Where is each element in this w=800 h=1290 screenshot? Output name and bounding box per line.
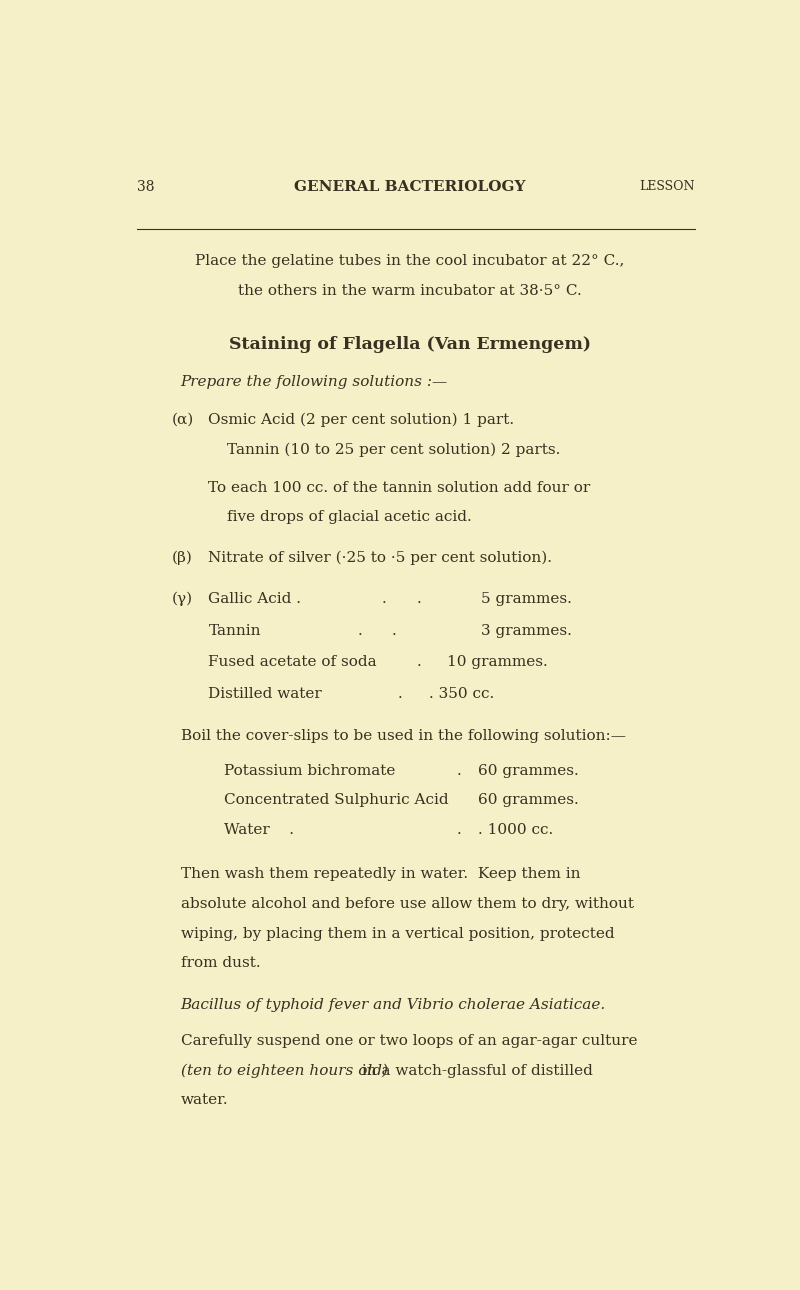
- Text: Water    .: Water .: [224, 823, 294, 837]
- Text: Nitrate of silver (·25 to ·5 per cent solution).: Nitrate of silver (·25 to ·5 per cent so…: [209, 550, 553, 565]
- Text: Carefully suspend one or two loops of an agar-agar culture: Carefully suspend one or two loops of an…: [181, 1033, 637, 1047]
- Text: .: .: [382, 592, 387, 606]
- Text: .: .: [416, 592, 421, 606]
- Text: Staining of Flagella (Van Ermengem): Staining of Flagella (Van Ermengem): [229, 335, 591, 352]
- Text: . 1000 cc.: . 1000 cc.: [478, 823, 554, 837]
- Text: GENERAL BACTERIOLOGY: GENERAL BACTERIOLOGY: [294, 179, 526, 193]
- Text: wiping, by placing them in a vertical position, protected: wiping, by placing them in a vertical po…: [181, 926, 614, 940]
- Text: the others in the warm incubator at 38·5° C.: the others in the warm incubator at 38·5…: [238, 284, 582, 298]
- Text: . 350 cc.: . 350 cc.: [429, 688, 494, 702]
- Text: 60 grammes.: 60 grammes.: [478, 764, 579, 778]
- Text: .: .: [457, 823, 462, 837]
- Text: .: .: [358, 623, 362, 637]
- Text: from dust.: from dust.: [181, 956, 260, 970]
- Text: .: .: [391, 623, 396, 637]
- Text: Fused acetate of soda: Fused acetate of soda: [209, 655, 377, 670]
- Text: Concentrated Sulphuric Acid: Concentrated Sulphuric Acid: [224, 793, 449, 808]
- Text: .: .: [398, 688, 402, 702]
- Text: Potassium bichromate: Potassium bichromate: [224, 764, 395, 778]
- Text: five drops of glacial acetic acid.: five drops of glacial acetic acid.: [227, 511, 472, 525]
- Text: Then wash them repeatedly in water.  Keep them in: Then wash them repeatedly in water. Keep…: [181, 867, 580, 881]
- Text: Gallic Acid .: Gallic Acid .: [209, 592, 302, 606]
- Text: (α): (α): [171, 413, 194, 427]
- Text: Bacillus of typhoid fever and Vibrio cholerae Asiaticae.: Bacillus of typhoid fever and Vibrio cho…: [181, 998, 606, 1013]
- Text: 5 grammes.: 5 grammes.: [482, 592, 572, 606]
- Text: in a watch-glassful of distilled: in a watch-glassful of distilled: [358, 1064, 593, 1077]
- Text: Place the gelatine tubes in the cool incubator at 22° C.,: Place the gelatine tubes in the cool inc…: [195, 254, 625, 268]
- Text: water.: water.: [181, 1094, 228, 1108]
- Text: Tannin: Tannin: [209, 623, 261, 637]
- Text: (β): (β): [171, 550, 192, 565]
- Text: LESSON: LESSON: [640, 179, 695, 192]
- Text: .: .: [416, 655, 421, 670]
- Text: (ten to eighteen hours old): (ten to eighteen hours old): [181, 1064, 388, 1078]
- Text: Prepare the following solutions :—: Prepare the following solutions :—: [181, 375, 448, 390]
- Text: Osmic Acid (2 per cent solution) 1 part.: Osmic Acid (2 per cent solution) 1 part.: [209, 413, 514, 427]
- Text: 10 grammes.: 10 grammes.: [447, 655, 548, 670]
- Text: 3 grammes.: 3 grammes.: [482, 623, 572, 637]
- Text: (γ): (γ): [171, 592, 193, 606]
- Text: Distilled water: Distilled water: [209, 688, 322, 702]
- Text: absolute alcohol and before use allow them to dry, without: absolute alcohol and before use allow th…: [181, 897, 634, 911]
- Text: Tannin (10 to 25 per cent solution) 2 parts.: Tannin (10 to 25 per cent solution) 2 pa…: [227, 442, 561, 457]
- Text: 38: 38: [138, 179, 154, 193]
- Text: 60 grammes.: 60 grammes.: [478, 793, 579, 808]
- Text: To each 100 cc. of the tannin solution add four or: To each 100 cc. of the tannin solution a…: [209, 481, 590, 494]
- Text: .: .: [457, 764, 462, 778]
- Text: Boil the cover-slips to be used in the following solution:—: Boil the cover-slips to be used in the f…: [181, 729, 626, 743]
